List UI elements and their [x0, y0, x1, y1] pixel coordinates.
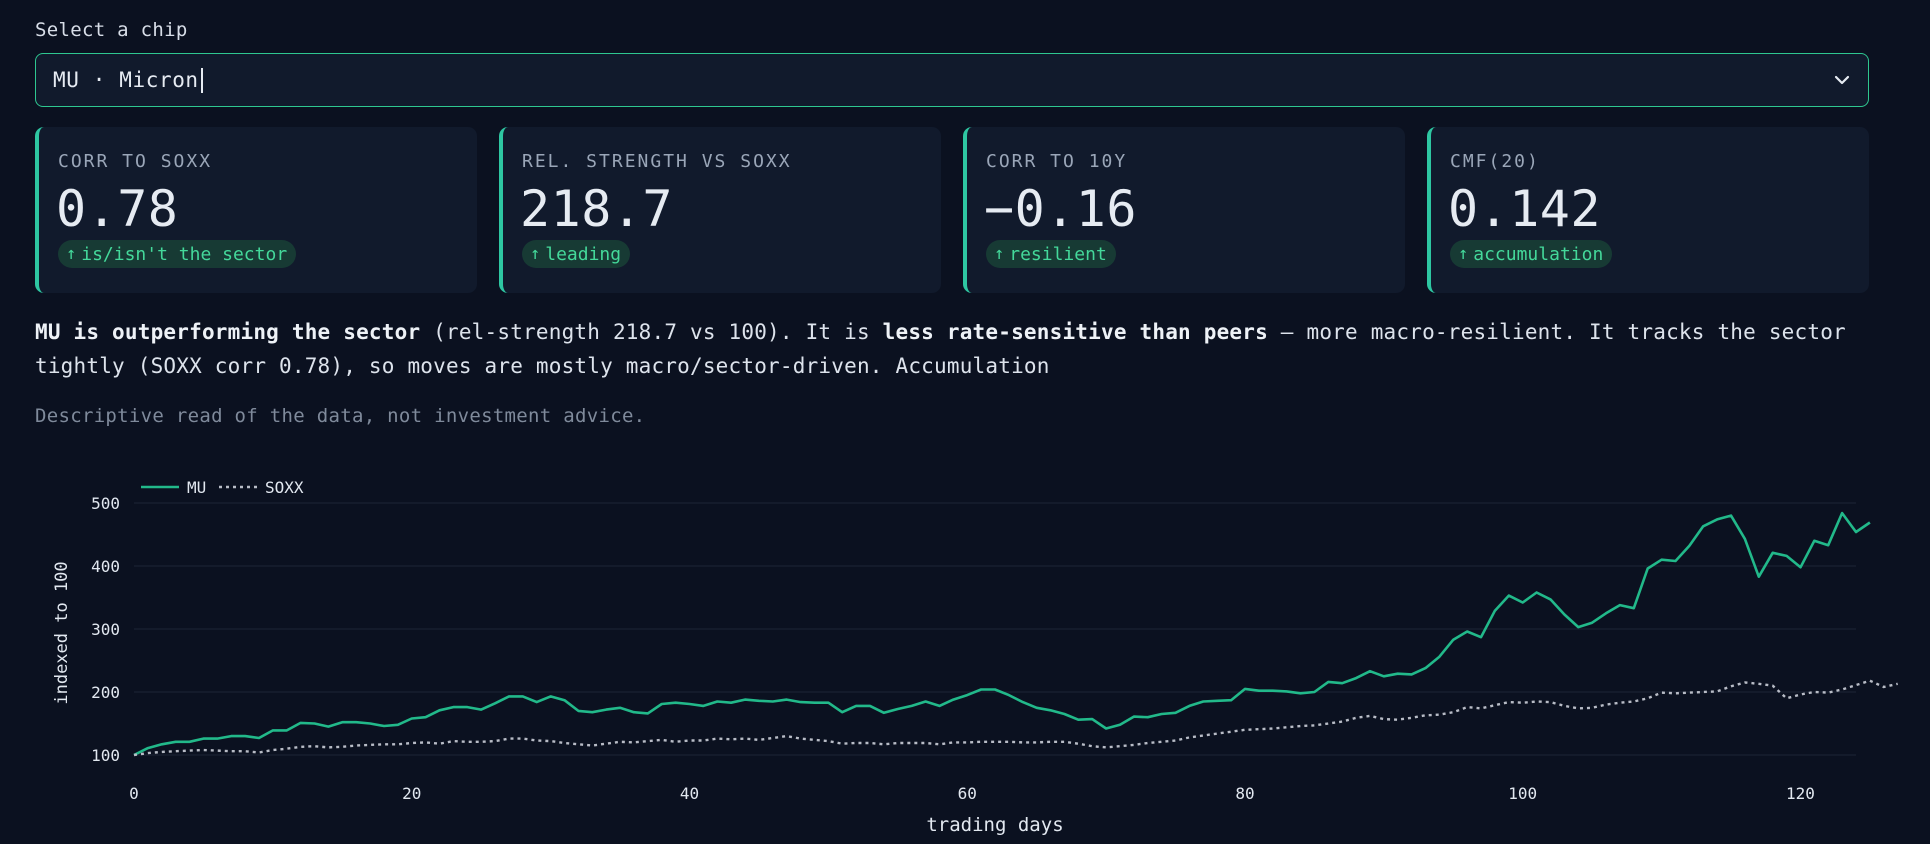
summary-emphasis-1: MU is outperforming the sector	[35, 320, 421, 344]
metric-card-cmf: CMF(20) 0.142 ↑ accumulation	[1427, 127, 1869, 293]
metric-card-rel-strength: REL. STRENGTH VS SOXX 218.7 ↑ leading	[499, 127, 941, 293]
status-badge-text: accumulation	[1473, 243, 1604, 265]
chip-select-label: Select a chip	[35, 19, 188, 41]
arrow-up-icon: ↑	[530, 244, 541, 264]
x-axis-label: trading days	[926, 814, 1063, 836]
x-tick-label: 0	[129, 784, 139, 803]
status-badge-text: is/isn't the sector	[81, 243, 288, 265]
metric-value: −0.16	[984, 180, 1138, 238]
status-badge-text: resilient	[1009, 243, 1107, 265]
x-axis-ticks: 0 20 40 60 80 100 120	[129, 784, 1815, 803]
y-axis-ticks: 100 200 300 400 500	[91, 494, 120, 765]
metric-label: REL. STRENGTH VS SOXX	[522, 151, 792, 172]
series-line-soxx	[133, 679, 1898, 757]
chart-series	[133, 511, 1898, 757]
metric-card-corr-soxx: CORR TO SOXX 0.78 ↑ is/isn't the sector	[35, 127, 477, 293]
y-tick-label: 300	[91, 620, 120, 639]
y-tick-label: 400	[91, 557, 120, 576]
summary-text-1: (rel-strength 218.7 vs 100). It is	[420, 320, 883, 344]
y-tick-label: 500	[91, 494, 120, 513]
arrow-up-icon: ↑	[66, 244, 77, 264]
summary-text-2: — more macro-resilient. It tracks the se…	[35, 320, 1846, 378]
status-badge-text: leading	[545, 243, 622, 265]
metric-card-corr-10y: CORR TO 10Y −0.16 ↑ resilient	[963, 127, 1405, 293]
text-cursor	[200, 67, 203, 93]
metric-value: 218.7	[520, 180, 674, 238]
series-line-mu	[133, 511, 1871, 757]
metric-label: CMF(20)	[1450, 151, 1540, 172]
status-badge: ↑ accumulation	[1450, 240, 1613, 268]
x-tick-label: 40	[680, 784, 699, 803]
legend-label: MU	[187, 478, 206, 497]
chip-select-value: MU · Micron	[53, 68, 199, 92]
x-tick-label: 80	[1235, 784, 1254, 803]
metric-label: CORR TO 10Y	[986, 151, 1128, 172]
arrow-up-icon: ↑	[994, 244, 1005, 264]
metric-cards: CORR TO SOXX 0.78 ↑ is/isn't the sector …	[35, 127, 1869, 293]
chart-grid	[134, 502, 1856, 756]
metric-label: CORR TO SOXX	[58, 151, 213, 172]
status-badge: ↑ resilient	[986, 240, 1116, 268]
analysis-summary: MU is outperforming the sector (rel-stre…	[35, 315, 1875, 383]
chevron-down-icon[interactable]	[1833, 71, 1851, 89]
x-tick-label: 100	[1508, 784, 1537, 803]
y-axis-label: indexed to 100	[52, 561, 72, 704]
x-tick-label: 20	[402, 784, 421, 803]
y-tick-label: 100	[91, 746, 120, 765]
arrow-up-icon: ↑	[1458, 244, 1469, 264]
chip-select[interactable]: MU · Micron	[35, 53, 1869, 107]
status-badge: ↑ is/isn't the sector	[58, 240, 297, 268]
chart-legend: MU SOXX	[141, 478, 304, 497]
y-tick-label: 200	[91, 683, 120, 702]
summary-emphasis-2: less rate-sensitive than peers	[882, 320, 1268, 344]
status-badge: ↑ leading	[522, 240, 631, 268]
disclaimer: Descriptive read of the data, not invest…	[35, 405, 646, 427]
app-root: Select a chip MU · Micron CORR TO SOXX 0…	[35, 0, 1869, 844]
metric-value: 0.142	[1448, 180, 1602, 238]
x-tick-label: 60	[958, 784, 977, 803]
x-tick-label: 120	[1786, 784, 1815, 803]
legend-label: SOXX	[265, 478, 304, 497]
metric-value: 0.78	[56, 180, 179, 238]
